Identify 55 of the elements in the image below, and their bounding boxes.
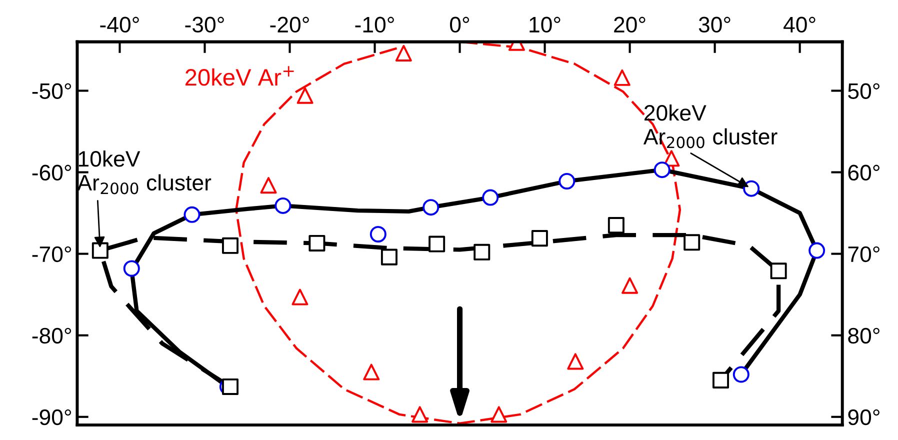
point xyxy=(732,366,750,383)
y2-tick-label: 60° xyxy=(848,164,880,181)
x-tick-label: -20° xyxy=(270,16,309,33)
point xyxy=(428,236,446,252)
x-tick-label: 40° xyxy=(784,16,816,33)
x-tick-label: 10° xyxy=(530,16,560,33)
y-tick-label: -90° xyxy=(32,409,72,426)
point xyxy=(482,189,499,206)
y2-tick-label: 70° xyxy=(848,246,880,262)
point xyxy=(380,248,398,266)
x-tick-label: -30° xyxy=(185,16,224,33)
point xyxy=(395,44,412,62)
x-tick-label: -10° xyxy=(355,16,394,33)
point xyxy=(614,69,630,86)
point xyxy=(274,197,292,214)
x-tick-label: 0° xyxy=(450,16,470,33)
point xyxy=(531,230,548,247)
point xyxy=(490,406,508,423)
x-tick-label: 30° xyxy=(698,16,730,33)
point xyxy=(622,277,638,294)
point xyxy=(184,206,200,223)
y2-tick-label: 80° xyxy=(848,328,880,344)
series-label: 20keV Ar$^{+}$ xyxy=(186,66,294,86)
x-tick-label: 20° xyxy=(614,16,646,33)
y-tick-label: -80° xyxy=(32,328,72,344)
point xyxy=(743,180,760,197)
point xyxy=(92,242,108,259)
y2-tick-label: 50° xyxy=(848,83,880,99)
point xyxy=(654,162,670,178)
point xyxy=(260,177,277,194)
point xyxy=(222,378,239,395)
point xyxy=(608,217,624,234)
y-tick-label: -70° xyxy=(32,246,72,262)
point xyxy=(308,234,326,252)
point xyxy=(370,226,386,242)
point xyxy=(422,199,440,216)
y-tick-label: -60° xyxy=(32,164,72,181)
point xyxy=(222,237,239,254)
point xyxy=(567,353,584,370)
y-tick-label: -50° xyxy=(32,83,72,99)
point xyxy=(712,372,730,388)
y2-tick-label: 90° xyxy=(848,409,880,426)
point xyxy=(412,406,428,423)
point xyxy=(770,262,787,280)
point xyxy=(808,242,826,259)
point xyxy=(123,260,140,277)
point xyxy=(558,172,576,190)
point xyxy=(684,234,700,251)
point xyxy=(363,364,380,380)
annotation: 20keV Ar$_{2000}$ cluster xyxy=(643,104,778,148)
point xyxy=(296,87,314,104)
annotation: 10keV Ar$_{2000}$ cluster xyxy=(77,150,212,194)
point xyxy=(292,288,308,306)
point xyxy=(474,244,490,260)
x-tick-label: -40° xyxy=(100,16,139,33)
